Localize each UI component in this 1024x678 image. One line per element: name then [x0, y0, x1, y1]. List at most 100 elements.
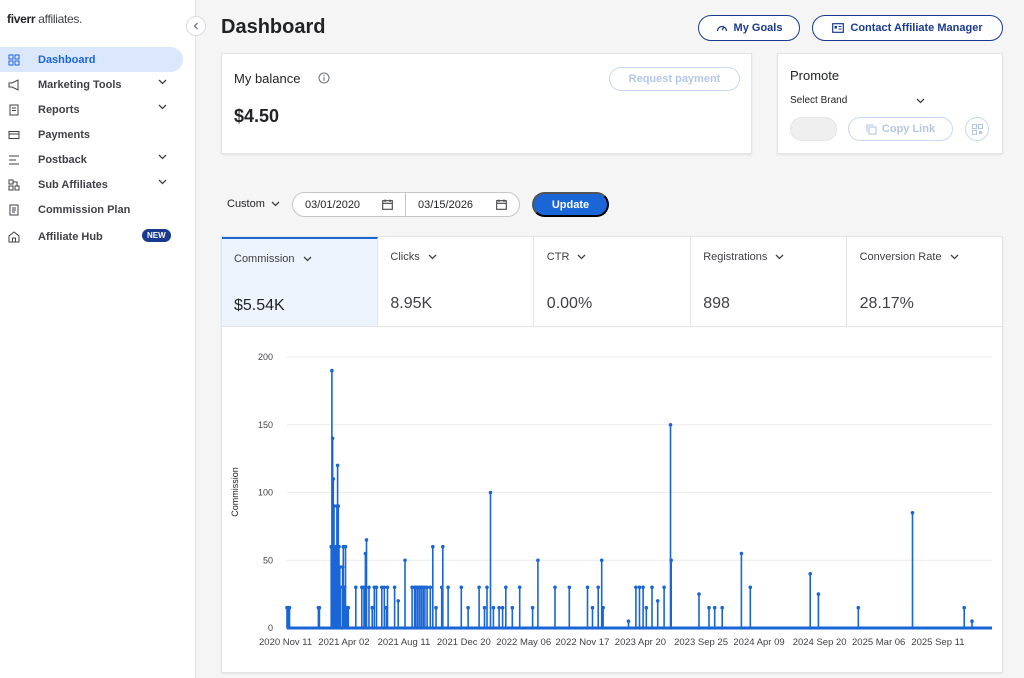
update-button[interactable]: Update	[532, 192, 609, 217]
chevron-down-icon	[271, 201, 280, 207]
contact-card-icon	[832, 23, 845, 33]
data-point	[510, 605, 515, 610]
data-point	[331, 477, 336, 481]
data-point	[364, 538, 369, 542]
metric-label-row: Conversion Rate	[860, 251, 959, 263]
sidebar-item-label: Marketing Tools	[38, 78, 122, 91]
brand-suffix: affiliates.	[35, 12, 83, 26]
contact-affiliate-manager-button[interactable]: Contact Affiliate Manager	[812, 15, 1003, 41]
calendar-icon	[496, 199, 507, 210]
postback-icon	[8, 154, 20, 166]
metric-label-row: Registrations	[703, 251, 784, 263]
data-point	[517, 585, 522, 590]
my-goals-label: My Goals	[733, 22, 783, 34]
chevron-down-icon	[158, 79, 167, 85]
y-tick-label: 150	[258, 420, 273, 430]
metric-tab-commission[interactable]: Commission $5.54K	[222, 237, 378, 327]
data-point	[485, 585, 489, 590]
data-point	[596, 585, 600, 590]
brand-logo[interactable]: fiverr affiliates.	[7, 12, 82, 26]
chevron-down-icon	[158, 179, 167, 185]
sidebar-item-label: Postback	[38, 153, 87, 166]
x-tick-label: 2022 May 06	[496, 637, 551, 648]
data-point	[434, 605, 438, 610]
chevron-down-icon	[950, 254, 958, 260]
chevron-down-icon	[428, 254, 437, 260]
data-point	[439, 585, 444, 590]
data-point	[910, 511, 915, 515]
data-point	[504, 585, 508, 590]
x-tick-label: 2021 Apr 02	[318, 637, 369, 648]
data-point	[330, 436, 335, 441]
data-point	[707, 605, 711, 610]
info-icon[interactable]	[318, 72, 330, 84]
sidebar-item-commission-plan[interactable]: Commission Plan	[0, 197, 196, 222]
data-point	[497, 605, 501, 610]
sidebar-item-label: Commission Plan	[38, 203, 131, 216]
calendar-icon	[382, 199, 393, 210]
collapse-sidebar-button[interactable]	[186, 16, 206, 36]
copy-icon	[866, 123, 877, 135]
data-point	[856, 605, 861, 610]
data-point	[410, 585, 414, 590]
metric-value: 898	[703, 295, 730, 312]
sidebar-item-sub-affiliates[interactable]: Sub Affiliates	[0, 172, 196, 197]
brand-select[interactable]: Select Brand	[790, 95, 925, 106]
data-point	[599, 558, 604, 563]
data-point	[962, 605, 966, 610]
copy-link-button[interactable]: Copy Link	[848, 117, 953, 141]
x-tick-label: 2021 Dec 20	[437, 637, 491, 648]
data-point	[336, 504, 341, 508]
data-point	[816, 592, 821, 596]
metric-tab-clicks[interactable]: Clicks 8.95K	[378, 237, 535, 327]
metric-tab-conversion-rate[interactable]: Conversion Rate 28.17%	[847, 237, 1004, 327]
y-tick-label: 100	[258, 488, 273, 498]
brand-name: fiverr	[7, 12, 36, 26]
sidebar-item-marketing-tools[interactable]: Marketing Tools	[0, 72, 196, 97]
x-tick-label: 2023 Apr 20	[615, 637, 666, 648]
x-tick-label: 2021 Aug 11	[378, 637, 431, 648]
x-tick-label: 2022 Nov 17	[556, 637, 610, 648]
page-title: Dashboard	[221, 16, 326, 38]
sidebar-item-payments[interactable]: Payments	[0, 122, 196, 147]
range-select[interactable]: Custom	[227, 198, 280, 210]
data-point	[655, 599, 660, 603]
my-goals-button[interactable]: My Goals	[698, 15, 800, 41]
data-point	[363, 551, 368, 556]
metric-tab-registrations[interactable]: Registrations 898	[691, 237, 848, 327]
data-point	[446, 585, 450, 590]
data-point	[392, 585, 397, 590]
sidebar-item-dashboard[interactable]: Dashboard	[0, 47, 183, 72]
data-point	[333, 544, 338, 549]
start-date-field[interactable]: 03/01/2020	[292, 192, 406, 217]
qr-code-button[interactable]	[965, 117, 989, 141]
end-date-field[interactable]: 03/15/2026	[405, 192, 520, 217]
commission-plan-icon	[8, 204, 20, 216]
sidebar-item-affiliate-hub[interactable]: Affiliate Hub NEW	[0, 224, 196, 249]
contact-affiliate-manager-label: Contact Affiliate Manager	[850, 22, 983, 34]
copy-link-label: Copy Link	[881, 123, 936, 135]
data-point	[697, 592, 701, 596]
data-point	[431, 544, 435, 549]
data-point	[482, 605, 487, 610]
metric-tab-ctr[interactable]: CTR 0.00%	[534, 237, 691, 327]
sub-affiliates-icon	[8, 179, 20, 191]
balance-card: My balance $4.50 Request payment	[221, 53, 752, 154]
sidebar-item-postback[interactable]: Postback	[0, 147, 196, 172]
sidebar-item-reports[interactable]: Reports	[0, 97, 196, 122]
data-point	[384, 605, 389, 610]
data-point	[712, 605, 717, 610]
data-point	[337, 544, 341, 549]
brand-select-label: Select Brand	[790, 95, 848, 106]
request-payment-button[interactable]: Request payment	[609, 67, 740, 91]
start-date-value: 03/01/2020	[305, 198, 361, 211]
sidebar-nav: Dashboard Marketing Tools Reports Payments P…	[0, 47, 196, 249]
data-point	[333, 565, 337, 569]
metric-value: 0.00%	[546, 295, 593, 312]
x-tick-label: 2020 Nov 11	[259, 637, 312, 648]
data-point	[644, 605, 649, 610]
data-point	[338, 585, 343, 590]
y-tick-label: 200	[258, 352, 273, 362]
data-point	[491, 605, 496, 610]
data-point	[332, 504, 336, 508]
